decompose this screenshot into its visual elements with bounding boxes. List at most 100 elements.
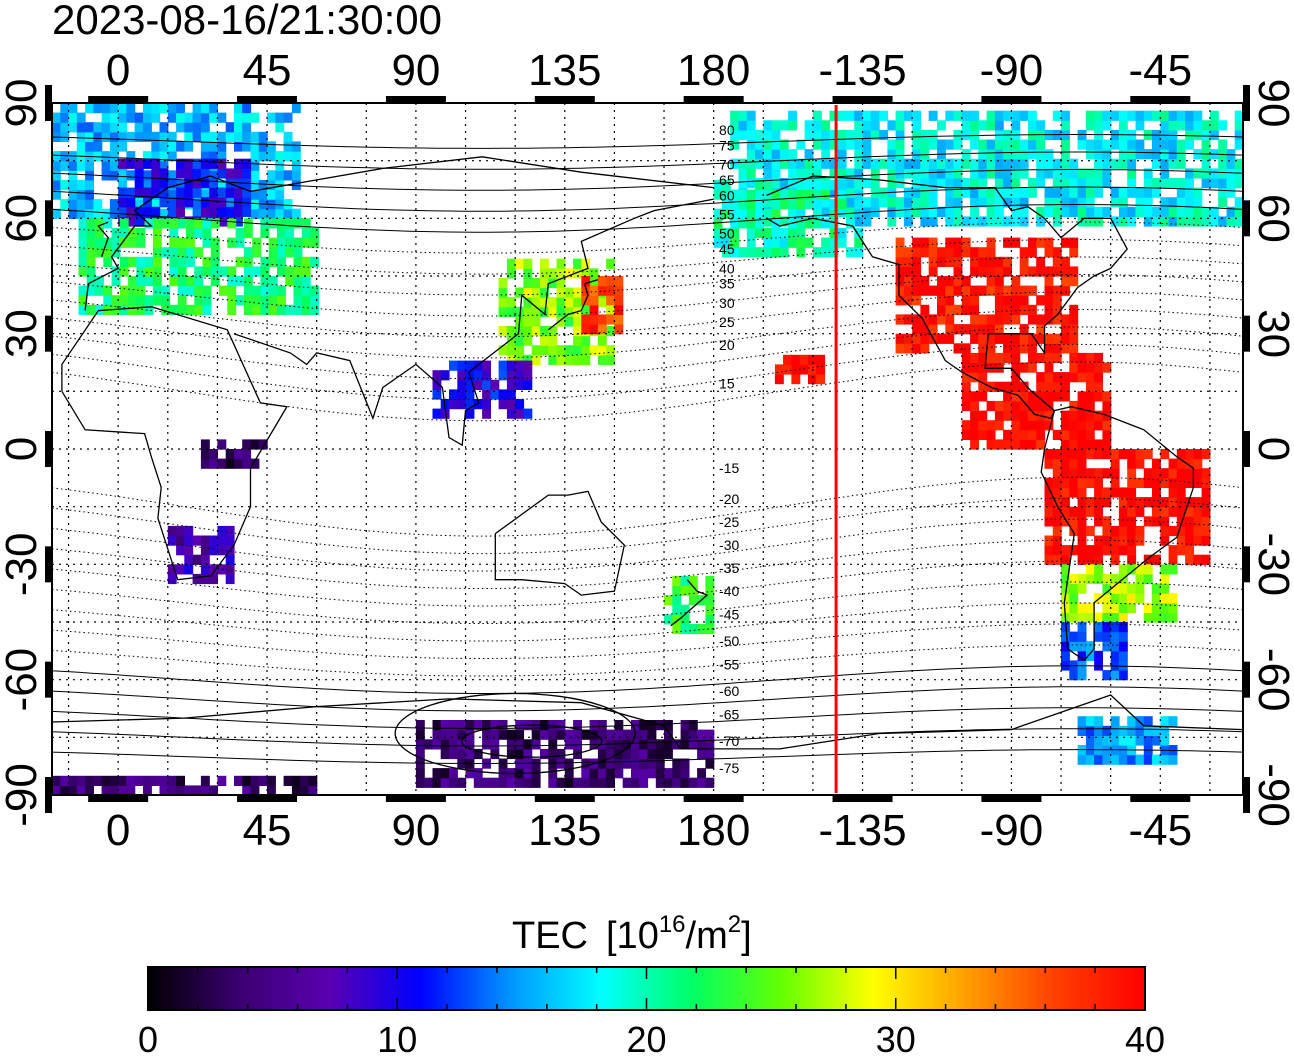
tec-cell <box>589 324 599 335</box>
tec-cell <box>994 110 1004 121</box>
tec-cell <box>1077 352 1087 364</box>
tec-cell <box>531 316 541 327</box>
tec-cell <box>705 748 715 760</box>
magnetic-latitude-line <box>52 497 1243 555</box>
tec-cell <box>1061 545 1070 556</box>
tec-cell <box>1044 333 1054 344</box>
tec-cell <box>1118 735 1128 746</box>
tec-cell <box>1160 178 1170 189</box>
tec-cell <box>548 335 558 346</box>
tec-cell <box>556 748 566 760</box>
tec-cell <box>928 324 938 335</box>
tec-cell <box>1143 497 1153 508</box>
tec-cell <box>1077 602 1087 613</box>
tec-cell <box>755 158 764 169</box>
magnetic-latitude-label: 40 <box>719 260 735 276</box>
tec-cell <box>1110 641 1120 652</box>
tec-cell <box>93 208 103 219</box>
tec-cell <box>721 237 731 248</box>
tec-cell <box>1152 477 1161 488</box>
tec-cell <box>920 168 930 179</box>
tec-cell <box>895 120 905 131</box>
tec-cell <box>52 775 61 786</box>
tec-cell <box>821 206 831 217</box>
tec-cell <box>1044 247 1054 258</box>
tec-cell <box>68 160 78 171</box>
tec-cell <box>986 362 996 373</box>
tec-cell <box>225 535 235 546</box>
tec-cell <box>217 197 227 208</box>
magnetic-latitude-label: -75 <box>719 760 739 776</box>
tec-cell <box>136 276 146 287</box>
tec-cell <box>986 276 996 287</box>
tec-cell <box>267 775 276 786</box>
tec-cell <box>1044 168 1054 179</box>
tec-cell <box>895 343 905 354</box>
tec-cell <box>176 158 185 169</box>
tec-cell <box>730 189 740 200</box>
tec-cell <box>227 237 237 248</box>
tec-cell <box>457 748 467 760</box>
tec-cell <box>1102 110 1112 121</box>
magnetic-latitude-line <box>52 686 1243 712</box>
tec-cell <box>978 158 988 169</box>
tec-cell <box>194 227 204 239</box>
tec-cell <box>1044 197 1054 208</box>
tec-cell <box>779 227 789 239</box>
tec-cell <box>465 739 475 750</box>
tec-cell <box>1102 178 1112 189</box>
tec-cell <box>1094 487 1103 498</box>
tec-cell <box>928 206 938 217</box>
tec-cell <box>978 285 988 296</box>
tec-cell <box>1135 139 1145 150</box>
tec-cell <box>1243 140 1252 150</box>
tec-cell <box>1160 735 1170 746</box>
tec-cell <box>961 352 971 364</box>
tec-cell <box>1201 216 1211 227</box>
frame-tick-top <box>683 96 744 103</box>
tec-cell <box>614 720 624 731</box>
tec-cell <box>1127 506 1137 517</box>
tec-cell <box>68 112 78 123</box>
tec-cell <box>986 168 996 179</box>
tec-cell <box>310 295 319 306</box>
tec-cell <box>1069 545 1079 556</box>
tec-cell <box>136 227 146 239</box>
tec-cell <box>85 785 94 795</box>
magnetic-latitude-line <box>52 707 1243 729</box>
tec-cell <box>68 122 78 133</box>
tec-cell <box>994 295 1004 306</box>
tec-cell <box>548 777 558 788</box>
tec-cell <box>970 158 979 169</box>
tec-cell <box>738 168 748 179</box>
magnetic-latitude-label: -70 <box>719 733 739 749</box>
tec-cell <box>994 206 1004 217</box>
tec-cell <box>1127 168 1137 179</box>
tec-cell <box>1193 187 1203 198</box>
tec-cell <box>194 285 204 296</box>
tec-cell <box>60 112 70 123</box>
tec-cell <box>186 276 195 287</box>
tec-cell <box>1069 583 1079 594</box>
tec-cell <box>432 720 442 731</box>
tec-cell <box>1127 187 1137 198</box>
tec-cell <box>1118 593 1128 604</box>
tec-cell <box>986 256 996 267</box>
tec-cell <box>515 345 525 356</box>
tec-cell <box>994 314 1004 325</box>
tec-cell <box>994 149 1004 160</box>
tec-cell <box>101 131 111 142</box>
tec-cell <box>1160 593 1170 604</box>
tec-cell <box>449 729 458 740</box>
tec-cell <box>523 287 533 298</box>
tec-cell <box>1003 295 1012 306</box>
tec-cell <box>210 266 220 277</box>
tec-cell <box>1094 573 1103 585</box>
tec-cell <box>1127 716 1137 727</box>
tec-cell <box>482 399 491 410</box>
tec-cell <box>821 129 831 141</box>
tec-cell <box>879 197 888 208</box>
tec-cell <box>1011 333 1021 344</box>
tec-cell <box>1085 400 1095 412</box>
